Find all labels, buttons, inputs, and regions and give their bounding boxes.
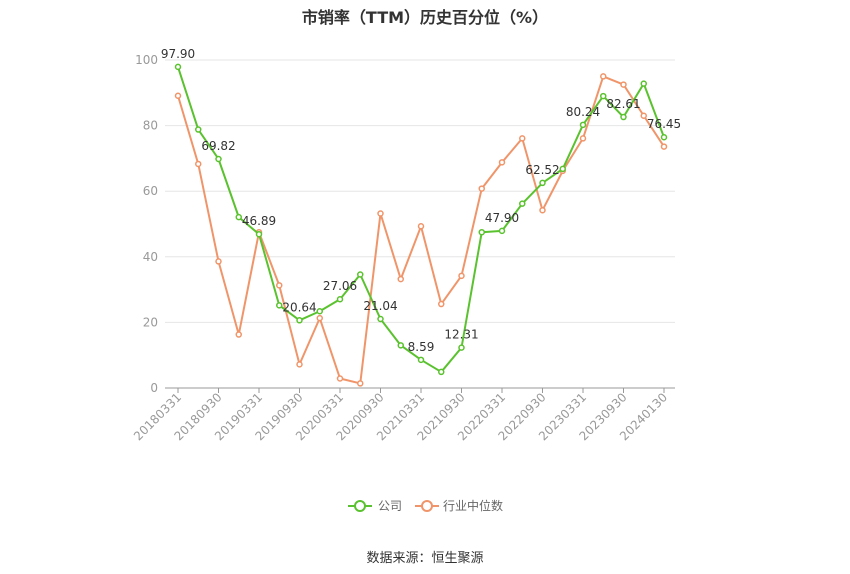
- data-point: [336, 375, 344, 382]
- legend[interactable]: 公司 行业中位数: [348, 498, 503, 513]
- y-tick-label: 80: [143, 119, 158, 133]
- data-point: [255, 230, 263, 238]
- data-point: [417, 223, 425, 230]
- legend-item-0[interactable]: 公司: [348, 499, 402, 513]
- legend-item-1[interactable]: 行业中位数: [415, 498, 503, 513]
- data-label: 47.90: [485, 211, 519, 225]
- source-note: 数据来源：恒生聚源: [366, 551, 484, 566]
- data-label: 62.52: [525, 163, 559, 177]
- data-point: [195, 160, 202, 168]
- data-point: [640, 112, 647, 120]
- data-point: [620, 81, 627, 88]
- data-point: [397, 275, 404, 283]
- data-point: [195, 126, 202, 133]
- data-point: [478, 185, 485, 192]
- y-tick-label: 100: [135, 53, 158, 67]
- data-point: [579, 135, 587, 142]
- data-point: [316, 307, 323, 315]
- gridlines: [165, 59, 675, 323]
- data-point: [600, 73, 607, 80]
- data-point: [215, 258, 222, 265]
- legend-marker-icon: [354, 500, 366, 512]
- data-point: [478, 228, 485, 236]
- data-point: [640, 80, 647, 87]
- data-point: [620, 113, 627, 121]
- data-point: [296, 361, 303, 368]
- data-point: [377, 210, 384, 217]
- data-point: [235, 213, 242, 221]
- data-label: 97.90: [161, 47, 195, 61]
- data-point: [438, 368, 445, 376]
- data-point: [357, 380, 364, 387]
- data-label: 8.59: [408, 340, 435, 354]
- data-label: 21.04: [363, 299, 397, 313]
- data-point: [519, 135, 526, 142]
- data-label: 46.89: [242, 214, 276, 228]
- data-labels: 97.90 69.82 46.89 20.64 27.06 21.04 8.59 12.31 4…: [161, 47, 681, 354]
- y-tick-label: 40: [143, 250, 158, 264]
- data-point: [438, 300, 445, 308]
- legend-label: 公司: [378, 499, 402, 513]
- data-point: [235, 331, 242, 338]
- data-point: [215, 155, 222, 163]
- data-point: [316, 314, 323, 322]
- data-label: 20.64: [282, 300, 316, 314]
- data-point: [660, 143, 668, 150]
- y-tick-label: 60: [143, 184, 158, 198]
- series-lines: [174, 63, 668, 387]
- data-point: [559, 165, 566, 173]
- data-label: 69.82: [201, 139, 235, 153]
- data-point: [174, 63, 182, 71]
- y-tick-label: 20: [143, 315, 158, 329]
- data-label: 80.24: [566, 105, 600, 119]
- data-point: [600, 92, 607, 100]
- data-point: [539, 206, 546, 214]
- data-point: [458, 272, 465, 280]
- y-tick-label: 0: [150, 381, 158, 395]
- data-label: 12.31: [444, 328, 478, 342]
- data-point: [296, 317, 303, 324]
- data-point: [276, 282, 283, 289]
- data-label: 82.61: [606, 97, 640, 111]
- data-point: [458, 344, 465, 351]
- data-point: [174, 92, 182, 100]
- data-point: [539, 179, 546, 187]
- data-point: [498, 159, 506, 166]
- data-label: 27.06: [323, 279, 357, 293]
- chart-title: 市销率（TTM）历史百分位（%）: [301, 8, 549, 27]
- legend-marker-icon: [421, 500, 433, 512]
- data-point: [397, 342, 404, 349]
- series-line-1: [177, 75, 665, 385]
- data-point: [357, 271, 364, 278]
- data-point: [498, 227, 506, 235]
- data-point: [579, 121, 587, 129]
- data-point: [660, 133, 668, 141]
- data-point: [519, 200, 526, 207]
- data-point: [377, 315, 384, 323]
- data-point: [276, 302, 283, 309]
- data-point: [336, 295, 344, 303]
- data-label: 76.45: [647, 117, 681, 131]
- legend-label: 行业中位数: [443, 498, 503, 513]
- data-point: [417, 356, 425, 364]
